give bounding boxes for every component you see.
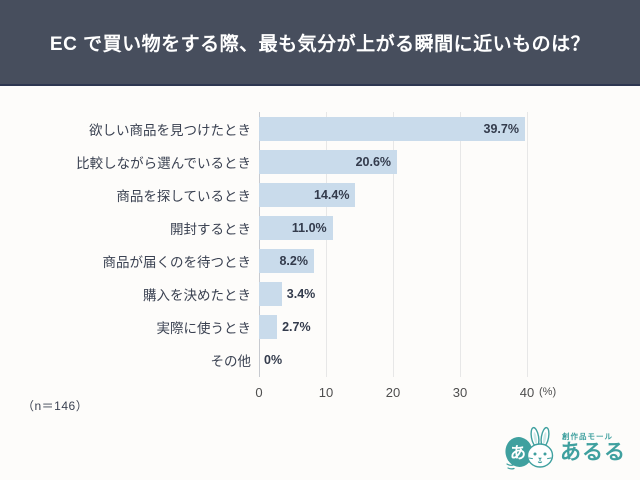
bar-chart: 欲しい商品を見つけたとき 39.7% 比較しながら選んでいるとき 20.6% 商品を探し…	[0, 86, 640, 480]
bar-track: 20.6%	[259, 149, 527, 174]
chart-row: 商品が届くのを待つとき 8.2%	[0, 245, 640, 278]
bar-track: 3.4%	[259, 282, 527, 307]
svg-text:あ: あ	[510, 443, 526, 462]
chart-row: 実際に使うとき 2.7%	[0, 311, 640, 344]
category-label: 商品を探しているとき	[116, 188, 251, 204]
bar	[259, 282, 282, 307]
chart-row: 開封するとき 11.0%	[0, 211, 640, 244]
bar	[259, 116, 525, 141]
bar	[259, 315, 278, 340]
category-label: 開封するとき	[170, 221, 251, 237]
chart-row: 欲しい商品を見つけたとき 39.7%	[0, 112, 640, 145]
value-label: 0%	[264, 353, 283, 368]
chart-row: 商品を探しているとき 14.4%	[0, 178, 640, 211]
y-axis-line	[259, 112, 260, 377]
x-axis-tick-label: 0	[255, 385, 263, 400]
x-axis-tick-label: 20	[385, 385, 401, 400]
plot-area	[259, 112, 528, 377]
bar-track: 14.4%	[259, 182, 527, 207]
gridline	[527, 112, 528, 377]
value-label: 3.4%	[286, 287, 316, 302]
gridline	[326, 112, 327, 377]
bar-track: 2.7%	[259, 315, 527, 340]
logo-text: 創作品モール あるる	[560, 431, 626, 464]
category-label: 欲しい商品を見つけたとき	[89, 122, 251, 138]
category-label: 購入を決めたとき	[143, 288, 251, 304]
logo-brand-name: あるる	[560, 441, 626, 465]
value-label: 14.4%	[314, 187, 350, 202]
x-axis: (%) 0 10 20 30 40	[255, 385, 579, 403]
value-label: 39.7%	[483, 121, 519, 136]
x-axis-tick-label: 10	[318, 385, 334, 400]
category-label: 商品が届くのを待つとき	[102, 255, 252, 271]
bar-track: 0%	[259, 348, 527, 372]
category-label: 実際に使うとき	[156, 321, 252, 337]
x-axis-tick-label: 30	[452, 385, 468, 400]
page-title: EC で買い物をする際、最も気分が上がる瞬間に近いものは？	[49, 33, 591, 55]
brand-logo: あ 創作品モール あるる	[504, 424, 626, 472]
chart-row: 購入を決めたとき 3.4%	[0, 278, 640, 311]
rabbit-mascot-icon: あ	[505, 426, 554, 470]
header-banner: EC で買い物をする際、最も気分が上がる瞬間に近いものは？	[0, 0, 640, 86]
sample-size-note: （n＝146）	[22, 399, 89, 413]
category-label: 比較しながら選んでいるとき	[76, 155, 251, 171]
chart-row: 比較しながら選んでいるとき 20.6%	[0, 145, 640, 178]
bar	[259, 215, 333, 240]
x-axis-unit: (%)	[539, 386, 557, 398]
bar	[259, 249, 314, 274]
bar	[259, 149, 398, 174]
chart-row: その他 0%	[0, 344, 640, 377]
bar	[259, 182, 356, 207]
bar-track: 39.7%	[259, 116, 527, 141]
bar-track: 8.2%	[259, 249, 527, 274]
gridline	[460, 112, 461, 377]
value-label: 8.2%	[279, 254, 308, 269]
chart-rows: 欲しい商品を見つけたとき 39.7% 比較しながら選んでいるとき 20.6% 商品を探し…	[0, 112, 640, 377]
value-label: 11.0%	[291, 220, 327, 235]
gridline	[393, 112, 394, 377]
bar-track: 11.0%	[259, 215, 527, 240]
value-label: 2.7%	[282, 320, 311, 335]
value-label: 20.6%	[355, 154, 392, 169]
x-axis-tick-label: 40	[519, 385, 535, 400]
logo-tagline: 創作品モール	[562, 432, 613, 442]
category-label: その他	[210, 354, 252, 370]
